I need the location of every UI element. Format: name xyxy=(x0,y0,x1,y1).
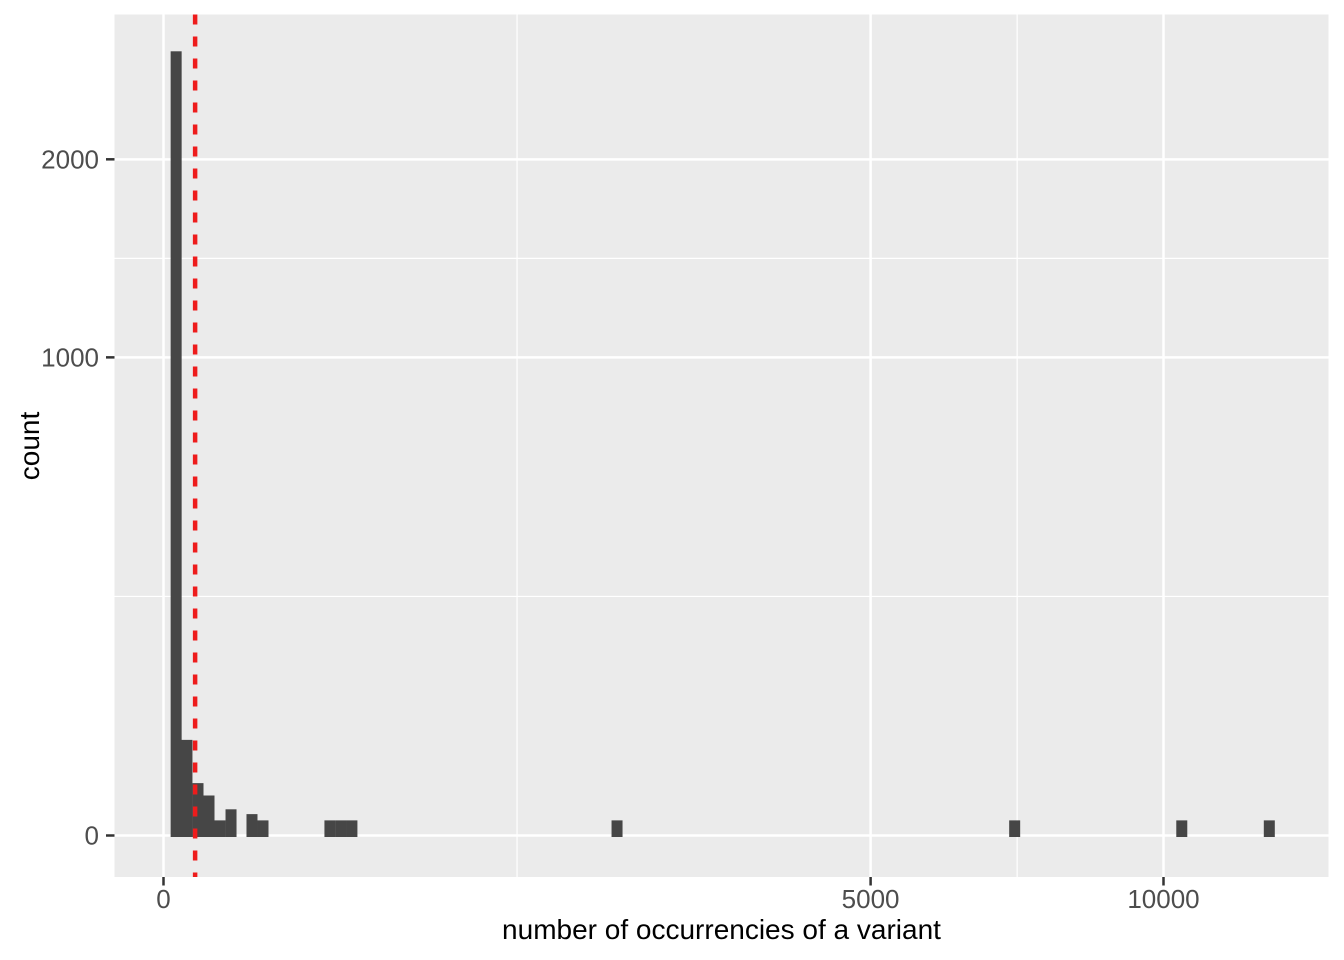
y-tick-label: 0 xyxy=(85,821,99,851)
histogram-bar xyxy=(1009,820,1021,837)
y-tick-label: 1000 xyxy=(41,342,99,372)
histogram-bar xyxy=(203,795,215,837)
x-axis-title: number of occurrencies of a variant xyxy=(502,914,941,945)
histogram-bar xyxy=(1263,820,1275,837)
y-axis-title: count xyxy=(14,411,45,481)
histogram-bar xyxy=(324,820,336,837)
plot-panel xyxy=(114,14,1329,877)
histogram-bar xyxy=(214,820,226,837)
histogram-bar xyxy=(611,820,623,837)
x-tick-label: 0 xyxy=(156,884,170,914)
histogram-bar xyxy=(257,820,269,837)
histogram-bar xyxy=(225,809,237,837)
x-tick-label: 10000 xyxy=(1127,884,1199,914)
histogram-bar xyxy=(181,739,193,837)
histogram-bar xyxy=(346,820,358,837)
histogram-bar xyxy=(335,820,347,837)
y-tick-label: 2000 xyxy=(41,144,99,174)
x-tick-label: 5000 xyxy=(842,884,900,914)
histogram-bar xyxy=(170,51,182,837)
histogram-bar xyxy=(246,814,258,837)
histogram-bar xyxy=(192,783,204,837)
histogram-bar xyxy=(1176,820,1188,837)
